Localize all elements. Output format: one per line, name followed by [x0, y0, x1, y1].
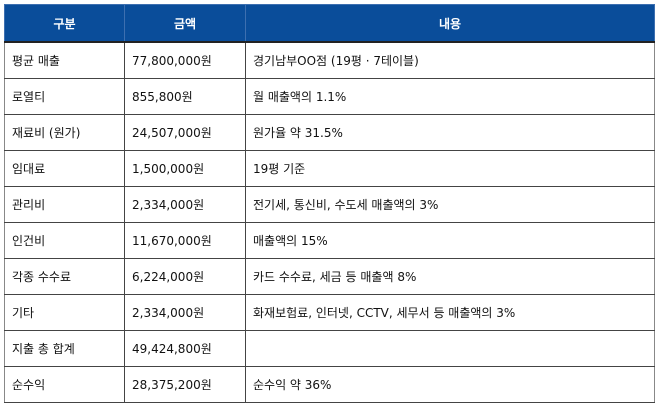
amount-cell: 855,800원 — [124, 77, 246, 115]
table-row: 지출 총 합계 49,424,800원 — [4, 329, 655, 367]
amount-cell: 2,334,000원 — [124, 293, 246, 331]
description-cell: 매출액의 15% — [245, 221, 655, 259]
table-row: 로열티 855,800원 월 매출액의 1.1% — [4, 77, 655, 115]
category-cell: 임대료 — [4, 149, 125, 187]
category-cell: 재료비 (원가) — [4, 113, 125, 151]
description-cell — [245, 329, 655, 367]
category-cell: 지출 총 합계 — [4, 329, 125, 367]
amount-cell: 11,670,000원 — [124, 221, 246, 259]
header-description: 내용 — [245, 4, 655, 43]
table-row: 관리비 2,334,000원 전기세, 통신비, 수도세 매출액의 3% — [4, 185, 655, 223]
description-cell: 월 매출액의 1.1% — [245, 77, 655, 115]
table-header: 구분 금액 내용 — [4, 4, 655, 43]
amount-cell: 28,375,200원 — [124, 365, 246, 403]
amount-cell: 6,224,000원 — [124, 257, 246, 295]
cost-table: 구분 금액 내용 평균 매출 77,800,000원 경기남부OO점 (19평 · … — [4, 4, 655, 403]
table-row: 각종 수수료 6,224,000원 카드 수수료, 세금 등 매출액 8% — [4, 257, 655, 295]
amount-cell: 2,334,000원 — [124, 185, 246, 223]
category-cell: 관리비 — [4, 185, 125, 223]
header-amount: 금액 — [124, 4, 246, 43]
table-row: 임대료 1,500,000원 19평 기준 — [4, 149, 655, 187]
description-cell: 카드 수수료, 세금 등 매출액 8% — [245, 257, 655, 295]
header-category: 구분 — [4, 4, 125, 43]
table-row: 평균 매출 77,800,000원 경기남부OO점 (19평 · 7테이블) — [4, 41, 655, 79]
amount-cell: 1,500,000원 — [124, 149, 246, 187]
amount-cell: 77,800,000원 — [124, 41, 246, 79]
table-row: 인건비 11,670,000원 매출액의 15% — [4, 221, 655, 259]
description-cell: 경기남부OO점 (19평 · 7테이블) — [245, 41, 655, 79]
category-cell: 각종 수수료 — [4, 257, 125, 295]
category-cell: 로열티 — [4, 77, 125, 115]
description-cell: 원가율 약 31.5% — [245, 113, 655, 151]
description-cell: 19평 기준 — [245, 149, 655, 187]
table-row: 재료비 (원가) 24,507,000원 원가율 약 31.5% — [4, 113, 655, 151]
description-cell: 순수익 약 36% — [245, 365, 655, 403]
table-row: 기타 2,334,000원 화재보험료, 인터넷, CCTV, 세무서 등 매출액의… — [4, 293, 655, 331]
category-cell: 순수익 — [4, 365, 125, 403]
category-cell: 평균 매출 — [4, 41, 125, 79]
category-cell: 기타 — [4, 293, 125, 331]
amount-cell: 49,424,800원 — [124, 329, 246, 367]
description-cell: 전기세, 통신비, 수도세 매출액의 3% — [245, 185, 655, 223]
table-row: 순수익 28,375,200원 순수익 약 36% — [4, 365, 655, 403]
category-cell: 인건비 — [4, 221, 125, 259]
description-cell: 화재보험료, 인터넷, CCTV, 세무서 등 매출액의 3% — [245, 293, 655, 331]
amount-cell: 24,507,000원 — [124, 113, 246, 151]
